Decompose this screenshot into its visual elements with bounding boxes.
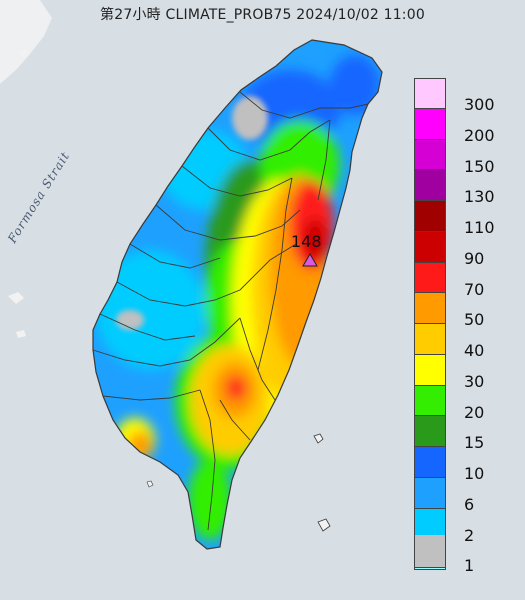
legend-item: 300: [414, 78, 514, 114]
legend-swatch: [414, 201, 446, 232]
legend-item: 150: [414, 139, 514, 176]
legend-label: 1: [464, 556, 475, 576]
legend-swatch: [414, 477, 446, 509]
legend-item: 110: [414, 201, 514, 237]
legend-label: 130: [464, 187, 495, 207]
mainland-coast: [0, 0, 52, 84]
legend-item: 200: [414, 108, 514, 145]
legend-swatch: [414, 108, 446, 140]
legend-item: 90: [414, 231, 514, 268]
legend-label: 200: [464, 125, 495, 145]
legend-label: 6: [464, 494, 475, 514]
legend-item: 130: [414, 170, 514, 206]
max-value-label: 148: [291, 232, 322, 251]
legend-item: 20: [414, 385, 514, 422]
legend-label: 20: [464, 402, 485, 422]
max-rain-marker: [302, 253, 318, 267]
liuqiu-island: [146, 480, 154, 488]
legend-swatch: [414, 139, 446, 171]
legend-item: 6: [414, 477, 514, 514]
legend-swatch: [414, 262, 446, 294]
legend-swatch: [414, 293, 446, 324]
legend-label: 300: [464, 95, 495, 114]
county-boundaries: [92, 91, 369, 531]
legend-label: 2: [464, 525, 475, 545]
legend-swatch: [414, 231, 446, 263]
legend-item: 15: [414, 416, 514, 452]
legend-swatch: [414, 324, 446, 355]
legend-item: 30: [414, 354, 514, 391]
legend-label: 90: [464, 248, 485, 268]
legend-swatch: [414, 354, 446, 386]
legend-label: 30: [464, 371, 485, 391]
legend-label: 110: [464, 218, 495, 237]
legend-swatch: [414, 78, 446, 109]
green-island: [313, 433, 324, 444]
legend-label: 40: [464, 341, 485, 360]
map-title: 第27小時 CLIMATE_PROB75 2024/10/02 11:00: [100, 7, 425, 23]
legend-item: 40: [414, 324, 514, 360]
legend-swatch: [414, 416, 446, 447]
legend-label: 70: [464, 279, 485, 299]
legend-item: 50: [414, 293, 514, 329]
legend-swatch-nodata: [414, 535, 446, 568]
legend-item: 70: [414, 262, 514, 299]
orchid-island: [317, 518, 331, 532]
legend-item: 10: [414, 447, 514, 483]
legend-swatch: [414, 385, 446, 417]
legend-swatch: [414, 447, 446, 478]
color-legend: 300 200 150 130 110 90 70 50: [414, 78, 504, 575]
taiwan-coastline: [92, 39, 383, 550]
legend-swatch: [414, 170, 446, 201]
legend-label: 50: [464, 310, 485, 330]
legend-label: 10: [464, 464, 485, 483]
legend-label: 150: [464, 156, 495, 176]
legend-label: 15: [464, 433, 485, 453]
